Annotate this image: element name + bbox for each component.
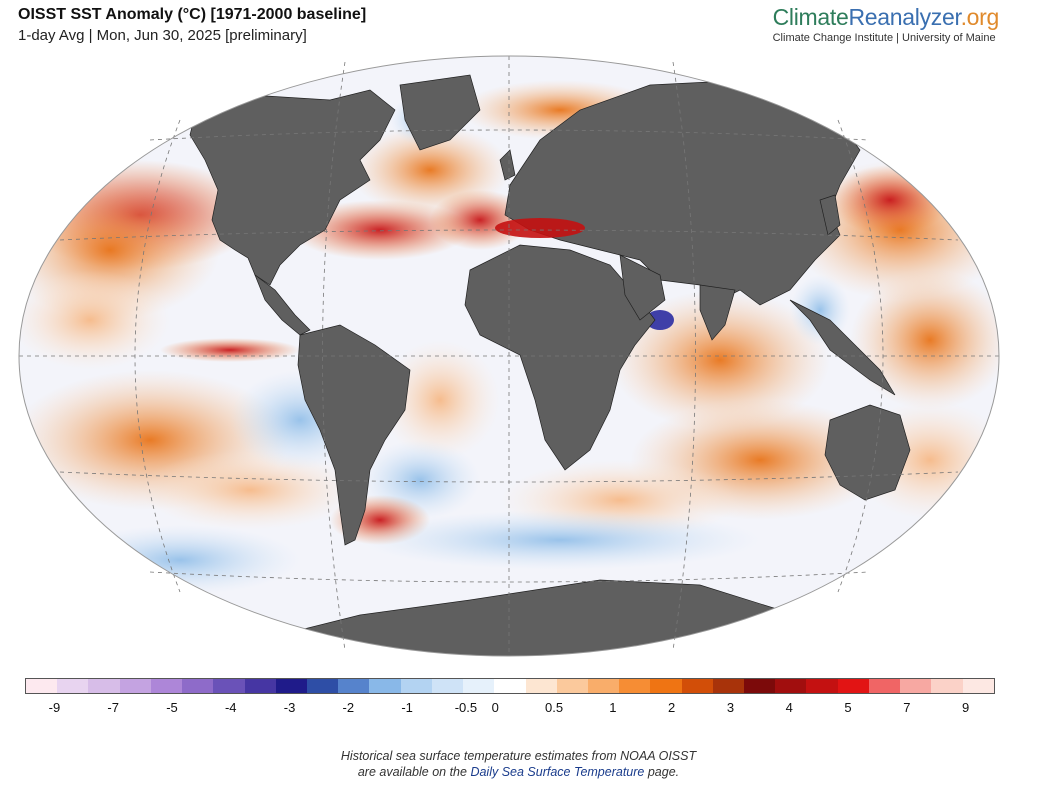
globe-outline — [18, 55, 1000, 657]
colorbar-cell — [962, 679, 994, 693]
globe-body — [19, 56, 999, 656]
colorbar-tick-label: -9 — [48, 700, 61, 715]
colorbar-cell — [275, 679, 307, 693]
colorbar-cell — [494, 679, 526, 693]
colorbar-tick-label: 5 — [844, 700, 852, 715]
brand-part-reanalyzer: Reanalyzer — [848, 4, 961, 30]
india-land — [699, 284, 736, 341]
colorbar — [25, 678, 995, 694]
daily-sst-link[interactable]: Daily Sea Surface Temperature — [470, 765, 645, 779]
colorbar-tick-label: 0.5 — [545, 700, 564, 715]
colorbar-cell — [26, 679, 58, 693]
colorbar-tick-label: 9 — [961, 700, 970, 715]
colorbar-cell — [931, 679, 963, 693]
central-america-land — [254, 273, 311, 336]
colorbar-cell — [150, 679, 183, 693]
colorbar-tick-label: -0.5 — [454, 700, 478, 715]
colorbar-tick-label: 3 — [726, 700, 735, 715]
colorbar-tick-label: -2 — [342, 700, 355, 715]
graticule — [19, 56, 999, 656]
colorbar-cell — [400, 679, 432, 693]
colorbar-cell — [681, 679, 713, 693]
colorbar-tick-label: 7 — [903, 700, 911, 715]
colorbar-ticks: -9 -7 -5 -4 -3 -2 -1 -0.5 0 0.5 1 2 3 4 5 7 9 — [25, 700, 995, 718]
colorbar-cell — [306, 679, 339, 693]
colorbar-cell — [744, 679, 776, 693]
south-america-land — [297, 324, 411, 546]
colorbar-tick-label: -1 — [401, 700, 413, 715]
colorbar-cell — [338, 679, 370, 693]
colorbar-cell — [806, 679, 838, 693]
colorbar-cell — [431, 679, 464, 693]
map-subtitle: 1-day Avg | Mon, Jun 30, 2025 [prelimina… — [18, 27, 307, 44]
colorbar-cell — [213, 679, 245, 693]
north-america-land — [189, 89, 396, 286]
colorbar-tick-label: 2 — [668, 700, 676, 715]
colorbar-cell — [900, 679, 932, 693]
colorbar-cell — [369, 679, 401, 693]
colorbar-tick-label: 0 — [491, 700, 499, 715]
colorbar-cell — [619, 679, 651, 693]
colorbar-tick-label: 1 — [609, 700, 617, 715]
colorbar-cell — [182, 679, 214, 693]
greenland-land — [399, 74, 481, 151]
brand-wordmark: ClimateReanalyzer.org — [772, 4, 1000, 31]
colorbar-tick-label: -7 — [107, 700, 119, 715]
map-title: OISST SST Anomaly (°C) [1971-2000 baseli… — [18, 6, 367, 23]
colorbar-cell — [650, 679, 682, 693]
mediterranean-anomaly — [495, 218, 585, 238]
africa-land — [464, 244, 656, 471]
colorbar-tick-label: -5 — [166, 700, 178, 715]
colorbar-cell — [587, 679, 620, 693]
brand-part-climate: Climate — [772, 4, 849, 30]
footer-line-2-post: page. — [644, 765, 680, 779]
colorbar-cell — [525, 679, 557, 693]
footer-line-2: are available on the Daily Sea Surface T… — [0, 765, 1037, 779]
colorbar-cell — [712, 679, 745, 693]
colorbar-cell — [556, 679, 588, 693]
colorbar-cell — [463, 679, 495, 693]
footer-line-2-pre: are available on the — [357, 765, 471, 779]
colorbar-cell — [775, 679, 807, 693]
colorbar-cell — [868, 679, 901, 693]
uk-land — [499, 149, 516, 181]
colorbar-cell — [57, 679, 89, 693]
colorbar-tick-label: 4 — [785, 700, 793, 715]
arabia-land — [619, 254, 666, 321]
colorbar-cell — [244, 679, 276, 693]
colorbar-tick-label: -4 — [224, 700, 237, 715]
japan-land — [819, 194, 841, 236]
footer-line-1: Historical sea surface temperature estim… — [340, 749, 697, 763]
colorbar-tick-label: -3 — [283, 700, 296, 715]
colorbar-cell — [88, 679, 120, 693]
colorbar-cell — [119, 679, 151, 693]
brand-tagline: Climate Change Institute | University of… — [772, 32, 996, 44]
brand-part-org: .org — [960, 4, 1000, 30]
brand-logo[interactable]: ClimateReanalyzer.org Climate Change Ins… — [772, 4, 1000, 44]
sst-anomaly-map — [18, 55, 1000, 657]
colorbar-cell — [837, 679, 869, 693]
